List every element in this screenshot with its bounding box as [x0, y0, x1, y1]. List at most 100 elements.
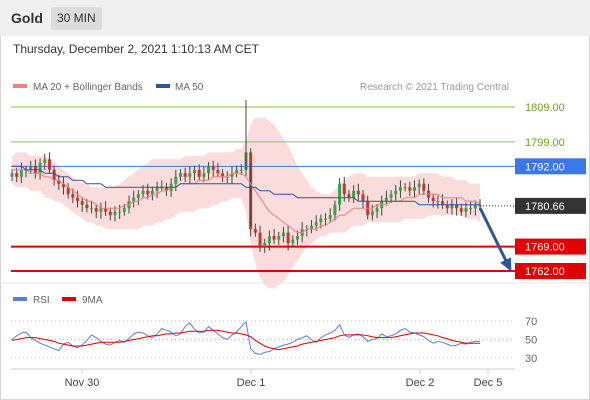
candle-body-30 — [150, 190, 154, 195]
copyright-note: Research © 2021 Trading Central — [360, 82, 509, 93]
candle-body-78 — [375, 208, 379, 212]
candle-body-28 — [141, 190, 145, 195]
candle-body-42 — [207, 166, 211, 174]
candle-body-12 — [66, 187, 70, 195]
candle-body-6 — [38, 162, 42, 174]
rsi-legend: RSI 9MA — [13, 295, 103, 306]
candle-body-39 — [193, 169, 197, 174]
candle-body-37 — [183, 173, 187, 177]
candle-body-24 — [122, 208, 126, 212]
report-datetime: Thursday, December 2, 2021 1:10:13 AM CE… — [13, 42, 259, 56]
candle-body-0 — [10, 173, 14, 177]
candle-body-13 — [71, 194, 75, 198]
candle-body-56 — [272, 236, 276, 240]
candle-body-72 — [347, 194, 351, 198]
candle-body-52 — [253, 229, 257, 233]
candle-body-85 — [408, 187, 412, 191]
candle-body-99 — [473, 204, 477, 209]
candle-body-58 — [281, 232, 285, 237]
legend-swatch-9ma — [62, 297, 76, 301]
rsi-tick-label-70: 70 — [525, 316, 537, 328]
candle-body-61 — [295, 236, 299, 240]
candle-body-73 — [352, 190, 356, 198]
candle-body-41 — [202, 173, 206, 177]
candle-body-2 — [19, 169, 23, 177]
candle-body-49 — [239, 169, 243, 171]
candle-body-96 — [459, 208, 463, 212]
candle-body-69 — [333, 204, 337, 216]
candle-body-82 — [394, 190, 398, 195]
timeframe-badge[interactable]: 30 MIN — [51, 7, 102, 30]
x-tick-label-2: Dec 2 — [406, 377, 435, 389]
candle-body-83 — [398, 187, 402, 191]
candle-body-59 — [286, 232, 290, 244]
candle-body-86 — [412, 187, 416, 191]
candle-body-14 — [76, 197, 80, 202]
level-label-bg-3 — [515, 238, 586, 255]
level-label-4: 1762.00 — [525, 266, 565, 278]
candle-body-54 — [263, 243, 267, 247]
candle-body-21 — [108, 211, 112, 216]
bollinger-band-fill — [12, 117, 480, 289]
candle-body-10 — [57, 180, 61, 184]
legend-swatch-ma20 — [13, 84, 27, 88]
candle-body-9 — [52, 169, 56, 181]
legend-label-ma50: MA 50 — [175, 82, 204, 93]
ma20-line — [12, 169, 481, 234]
candle-body-67 — [324, 218, 328, 220]
candle-body-33 — [164, 187, 168, 191]
x-axis-ticks: Nov 30 Dec 1 Dec 2 Dec 5 — [65, 369, 502, 389]
candle-body-55 — [267, 236, 271, 244]
last-price-label: 1780.66 — [525, 201, 565, 213]
forecast-arrow-head — [500, 257, 512, 272]
x-tick-label-1: Dec 1 — [237, 377, 266, 389]
candle-body-43 — [211, 166, 215, 170]
candle-body-17 — [90, 208, 94, 210]
candle-body-87 — [417, 183, 421, 188]
candles — [10, 100, 482, 253]
candle-body-8 — [47, 159, 51, 170]
legend-label-9ma: 9MA — [82, 295, 103, 306]
candle-body-70 — [338, 183, 342, 205]
candle-body-80 — [384, 197, 388, 202]
ma50-line — [12, 165, 480, 206]
rsi-tick-label-30: 30 — [525, 353, 537, 365]
candle-body-91 — [436, 201, 440, 203]
legend-label-ma20: MA 20 + Bollinger Bands — [33, 82, 143, 93]
bollinger-band-area — [12, 117, 480, 289]
forecast-arrow-line — [478, 207, 512, 270]
rsi-9ma-line — [11, 329, 480, 351]
candle-body-66 — [319, 218, 323, 223]
candle-body-98 — [469, 208, 473, 210]
candle-body-36 — [178, 173, 182, 177]
rsi-tick-label-50: 50 — [525, 335, 537, 347]
candle-body-18 — [94, 208, 98, 212]
header-bar: Gold 30 MIN — [0, 0, 590, 36]
candle-body-4 — [29, 166, 33, 170]
level-label-3: 1769.00 — [525, 242, 565, 254]
level-label-2: 1792.00 — [525, 161, 565, 173]
candle-body-71 — [342, 183, 346, 195]
candle-body-20 — [104, 208, 108, 212]
legend-label-rsi: RSI — [33, 295, 50, 306]
candle-body-29 — [146, 190, 150, 195]
candle-body-38 — [188, 173, 192, 177]
candle-body-22 — [113, 211, 117, 216]
candle-body-19 — [99, 208, 103, 212]
candle-body-75 — [361, 194, 365, 202]
candle-body-48 — [235, 169, 239, 174]
moving-averages — [12, 165, 481, 234]
candle-body-44 — [216, 169, 220, 174]
legend-swatch-ma50 — [156, 84, 170, 88]
candle-body-97 — [464, 208, 468, 212]
candle-body-1 — [15, 173, 19, 177]
rsi-panel: 70 50 30 — [11, 316, 537, 365]
candle-body-7 — [43, 159, 47, 163]
candle-body-45 — [221, 173, 225, 177]
candle-body-15 — [80, 201, 84, 205]
candle-body-92 — [441, 201, 445, 205]
candle-body-31 — [155, 187, 159, 191]
candle-body-26 — [132, 197, 136, 202]
candle-body-90 — [431, 197, 435, 202]
